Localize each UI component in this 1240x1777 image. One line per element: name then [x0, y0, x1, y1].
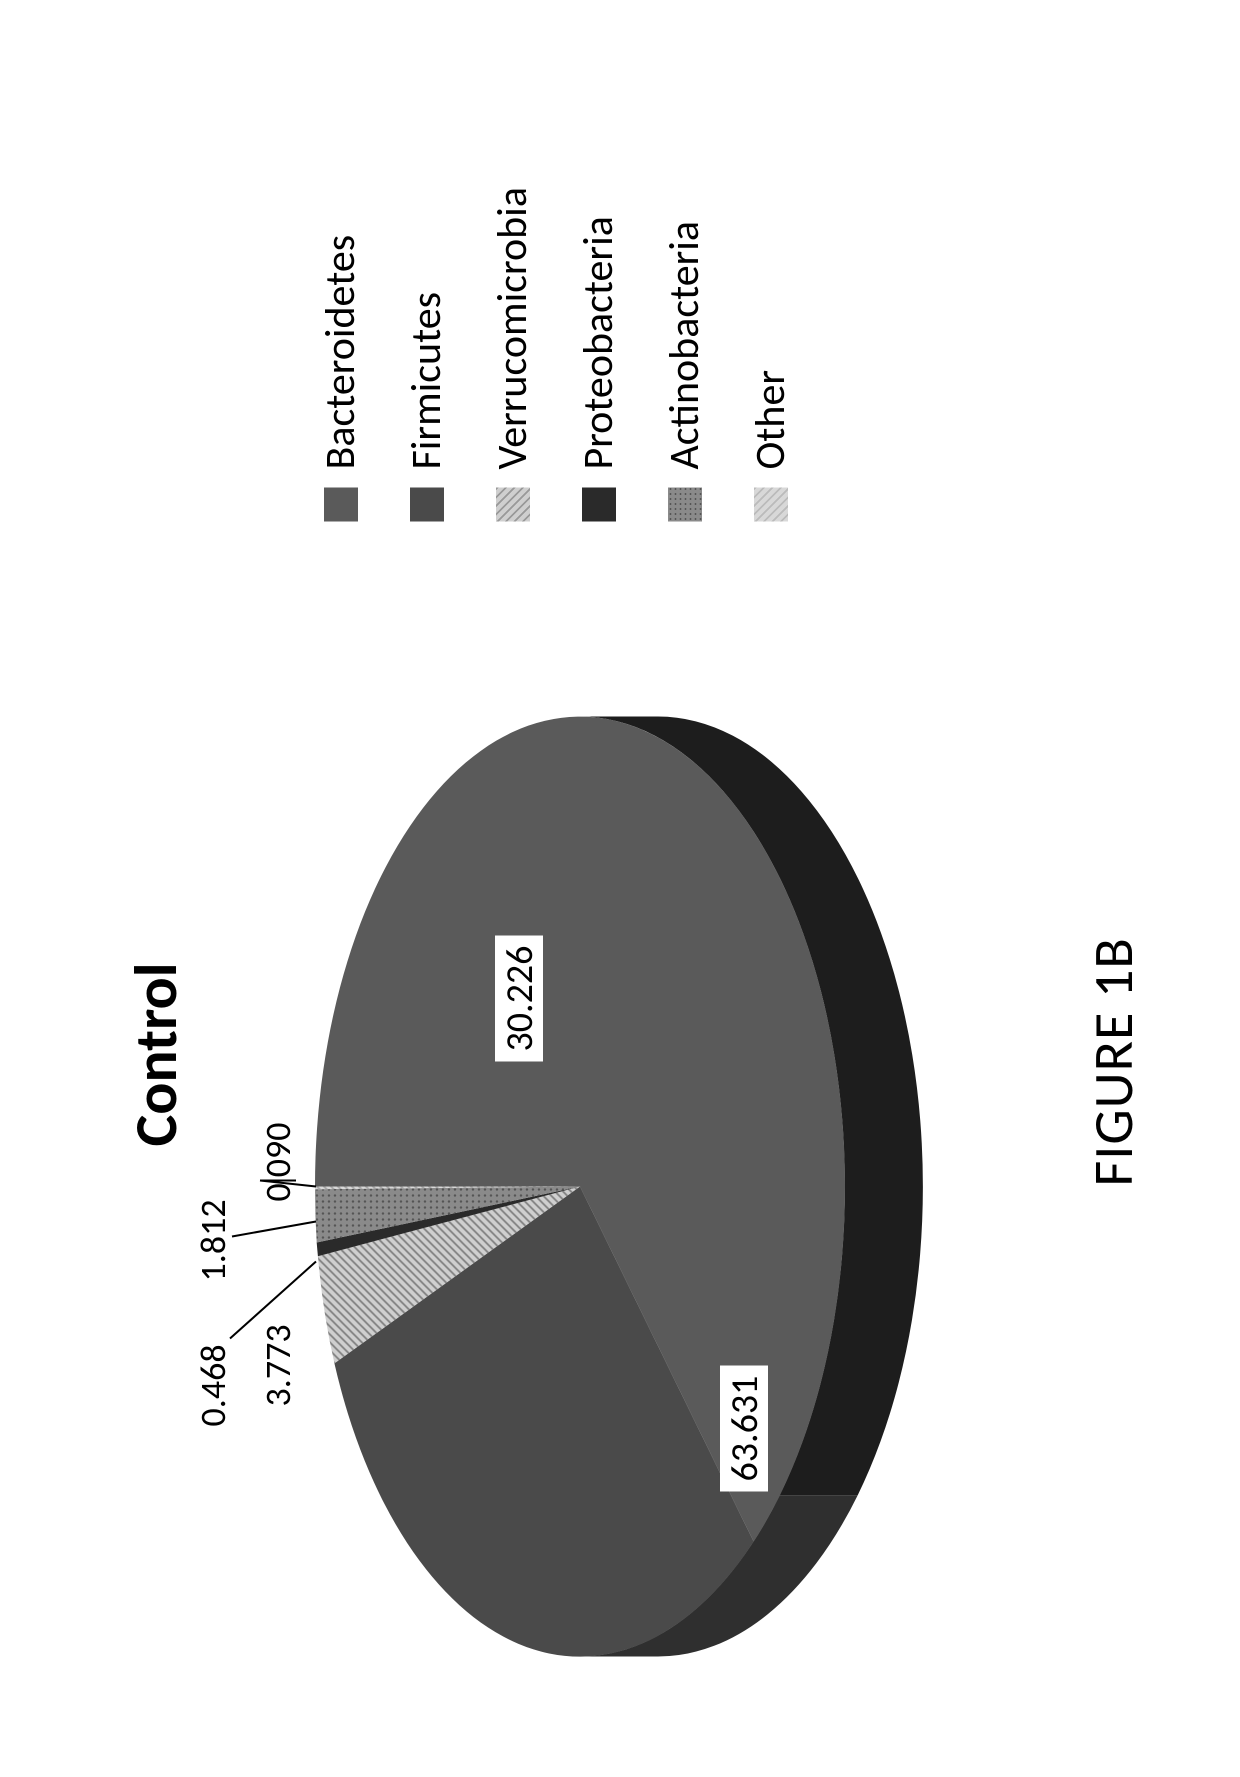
legend-swatch-bacteroidetes: [324, 488, 358, 522]
pie-svg: [230, 707, 930, 1667]
legend-item-actinobacteria: Actinobacteria: [664, 187, 706, 521]
legend-label-proteobacteria: Proteobacteria: [578, 216, 620, 469]
figure-caption: FIGURE 1B: [1080, 937, 1148, 1186]
label-firmicutes: 30.226: [495, 936, 543, 1062]
legend: Bacteroidetes Firmicutes Verrucomicrobia…: [320, 187, 836, 521]
legend-item-verrucomicrobia: Verrucomicrobia: [492, 187, 534, 521]
legend-label-other: Other: [750, 370, 792, 469]
legend-swatch-proteobacteria: [582, 488, 616, 522]
legend-item-proteobacteria: Proteobacteria: [578, 187, 620, 521]
legend-label-firmicutes: Firmicutes: [406, 292, 448, 470]
rotated-stage: Control: [0, 0, 1240, 1777]
legend-label-bacteroidetes: Bacteroidetes: [320, 235, 362, 470]
label-bacteroidetes: 63.631: [720, 1366, 768, 1492]
callout-other-right: 090: [256, 1123, 300, 1178]
legend-item-bacteroidetes: Bacteroidetes: [320, 187, 362, 521]
legend-label-verrucomicrobia: Verrucomicrobia: [492, 187, 534, 469]
callout-verrucomicrobia: 3.773: [260, 1324, 296, 1406]
chart-title: Control: [120, 962, 193, 1146]
legend-swatch-actinobacteria: [668, 488, 702, 522]
callout-proteobacteria: 0.468: [195, 1344, 231, 1426]
legend-swatch-firmicutes: [410, 488, 444, 522]
callout-other: 0090: [260, 1123, 296, 1202]
callout-actinobacteria: 1.812: [195, 1199, 231, 1281]
legend-item-other: Other: [750, 187, 792, 521]
legend-item-firmicutes: Firmicutes: [406, 187, 448, 521]
legend-swatch-verrucomicrobia: [496, 488, 530, 522]
pie-chart: [230, 707, 930, 1667]
callout-other-left: 0: [256, 1183, 300, 1201]
legend-label-actinobacteria: Actinobacteria: [664, 221, 706, 470]
legend-swatch-other: [754, 488, 788, 522]
